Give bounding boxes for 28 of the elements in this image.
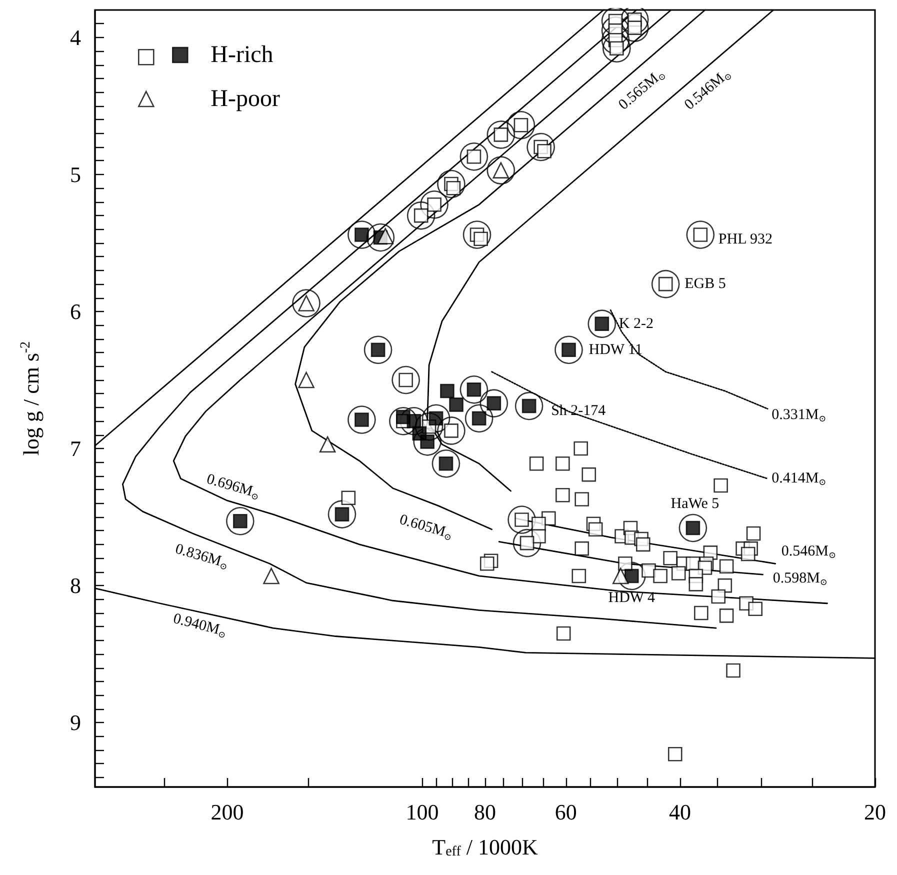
y-tick-label: 8 <box>70 573 81 598</box>
x-tick-label: 100 <box>406 800 439 824</box>
x-tick-label: 200 <box>210 800 244 824</box>
y-tick-label: 7 <box>70 436 81 462</box>
x-tick-label: 80 <box>474 800 496 824</box>
y-tick-label: 5 <box>70 162 81 187</box>
x-tick-label: 40 <box>669 800 691 824</box>
annotation: 0.414M⊙ <box>772 470 826 488</box>
y-tick-label: 9 <box>70 710 81 736</box>
legend-label: H-poor <box>210 86 280 112</box>
annotation: 0.836M⊙ <box>173 541 228 572</box>
annotation: 0.605M⊙ <box>398 512 453 543</box>
annotation: EGB 5 <box>684 276 726 292</box>
annotation: 0.331M⊙ <box>772 406 826 424</box>
annotation: HaWe 5 <box>670 496 720 512</box>
y-axis-title: log g / cm s-2 <box>18 341 44 456</box>
annotation: 0.940M⊙ <box>172 610 227 640</box>
annotation: 0.696M⊙ <box>204 471 260 502</box>
annotation: K 2-2 <box>618 316 654 332</box>
x-tick-label: 60 <box>554 800 577 824</box>
legend-label: H-rich <box>210 42 274 68</box>
x-tick-label: 20 <box>864 800 886 824</box>
x-axis-title: Teff / 1000K <box>432 834 538 860</box>
y-tick-label: 4 <box>70 24 81 50</box>
annotation: 0.598M⊙ <box>772 570 828 588</box>
annotation: PHL 932 <box>718 232 772 248</box>
annotation: 0.546M⊙ <box>781 544 836 560</box>
y-tick-label: 6 <box>70 298 81 324</box>
